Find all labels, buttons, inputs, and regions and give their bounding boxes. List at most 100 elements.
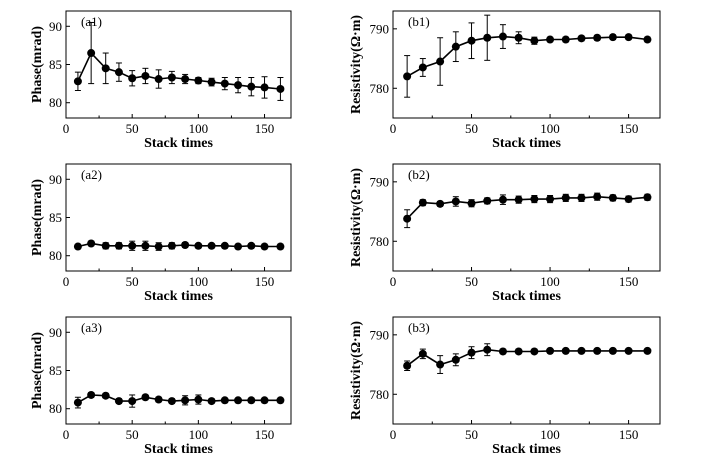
data-point-b2 bbox=[418, 198, 427, 207]
data-point-b2 bbox=[530, 195, 539, 204]
data-point-b1 bbox=[483, 33, 492, 42]
data-point-a2 bbox=[194, 241, 203, 250]
data-point-a1 bbox=[73, 77, 82, 86]
x-tick-label-a2: 50 bbox=[126, 274, 139, 289]
y-tick-label-a2: 90 bbox=[49, 172, 62, 187]
data-point-a1 bbox=[114, 68, 123, 77]
x-tick-label-a1: 100 bbox=[189, 121, 209, 136]
x-tick-label-a2: 100 bbox=[189, 274, 209, 289]
series-line-a2 bbox=[77, 242, 281, 248]
data-point-a3 bbox=[260, 396, 269, 405]
data-point-a1 bbox=[167, 73, 176, 82]
data-point-a3 bbox=[154, 395, 163, 404]
data-point-a1 bbox=[260, 83, 269, 92]
data-point-a3 bbox=[234, 396, 243, 405]
data-point-a2 bbox=[101, 241, 110, 250]
x-tick-label-a3: 150 bbox=[255, 427, 275, 442]
y-tick-label-a1: 90 bbox=[49, 19, 62, 34]
series-line-b1 bbox=[406, 35, 648, 78]
data-point-b2 bbox=[451, 197, 460, 206]
data-point-a3 bbox=[207, 397, 216, 406]
data-point-a2 bbox=[141, 241, 150, 250]
panel-a2: 0 50 100 150 80 85 90 Stack times Phase(mrad) (a2… bbox=[30, 163, 292, 304]
y-tick-label-a3: 90 bbox=[49, 325, 62, 340]
panel-a1: 0 50 100 150 80 85 90 Stack times Phase(mrad) (a1… bbox=[30, 10, 292, 151]
y-tick-label-b1: 780 bbox=[370, 81, 390, 96]
y-tick-label-b2: 790 bbox=[370, 174, 390, 189]
x-tick-label-a3: 0 bbox=[63, 427, 70, 442]
x-tick-label-b2: 150 bbox=[619, 274, 639, 289]
y-tick-label-a2: 85 bbox=[49, 210, 62, 225]
data-point-a1 bbox=[234, 81, 243, 90]
data-point-a3 bbox=[220, 396, 229, 405]
data-point-b2 bbox=[483, 196, 492, 205]
data-point-a2 bbox=[220, 241, 229, 250]
plot-frame-b2 bbox=[392, 163, 661, 272]
y-axis-label-b3: Resistivity(Ω·m) bbox=[349, 321, 364, 420]
panel-label-b3: (b3) bbox=[408, 320, 430, 335]
panel-label-b2: (b2) bbox=[408, 167, 430, 182]
data-point-b1 bbox=[530, 36, 539, 45]
panel-label-b1: (b1) bbox=[408, 14, 430, 29]
data-point-b3 bbox=[418, 349, 427, 358]
x-axis-label-a2: Stack times bbox=[144, 289, 213, 304]
data-point-a3 bbox=[247, 396, 256, 405]
data-point-a3 bbox=[73, 398, 82, 407]
y-tick-label-a3: 80 bbox=[49, 401, 62, 416]
y-axis-label-a2: Phase(mrad) bbox=[30, 179, 45, 256]
x-axis-label-b3: Stack times bbox=[492, 442, 561, 457]
panel-label-a3: (a3) bbox=[81, 320, 102, 335]
data-point-b1 bbox=[418, 63, 427, 72]
data-point-b2 bbox=[561, 193, 570, 202]
panel-b1: 0 50 100 150 780 790 Stack times Resistivity(Ω·… bbox=[349, 10, 661, 151]
x-tick-label-a3: 50 bbox=[126, 427, 139, 442]
data-point-a2 bbox=[234, 242, 243, 251]
x-tick-label-b3: 0 bbox=[390, 427, 397, 442]
x-axis-label-b1: Stack times bbox=[492, 136, 561, 151]
series-line-a3 bbox=[77, 394, 281, 404]
data-point-a1 bbox=[276, 84, 285, 93]
data-point-b3 bbox=[483, 345, 492, 354]
data-point-a2 bbox=[181, 241, 190, 250]
data-point-b2 bbox=[608, 193, 617, 202]
x-tick-label-b1: 100 bbox=[540, 121, 560, 136]
y-tick-label-b2: 780 bbox=[370, 234, 390, 249]
data-point-a2 bbox=[247, 241, 256, 250]
y-axis-label-b1: Resistivity(Ω·m) bbox=[349, 15, 364, 114]
data-point-b3 bbox=[561, 346, 570, 355]
data-point-a1 bbox=[141, 71, 150, 80]
data-point-b1 bbox=[451, 42, 460, 51]
x-tick-label-a2: 0 bbox=[63, 274, 70, 289]
data-point-b1 bbox=[577, 34, 586, 43]
data-point-a2 bbox=[114, 241, 123, 250]
y-tick-label-b3: 780 bbox=[370, 387, 390, 402]
data-point-b1 bbox=[498, 32, 507, 41]
data-point-a2 bbox=[276, 242, 285, 251]
x-axis-label-a1: Stack times bbox=[144, 136, 213, 151]
data-point-b2 bbox=[593, 192, 602, 201]
data-point-a2 bbox=[207, 241, 216, 250]
data-point-b1 bbox=[643, 35, 652, 44]
x-tick-label-b1: 0 bbox=[390, 121, 397, 136]
y-tick-label-b3: 790 bbox=[370, 327, 390, 342]
data-point-b3 bbox=[514, 347, 523, 356]
series-line-a1 bbox=[77, 51, 281, 90]
data-point-a2 bbox=[73, 242, 82, 251]
y-axis-label-a1: Phase(mrad) bbox=[30, 26, 45, 103]
x-tick-label-a1: 150 bbox=[255, 121, 275, 136]
data-point-a2 bbox=[260, 242, 269, 251]
data-point-b2 bbox=[577, 193, 586, 202]
x-tick-label-b1: 50 bbox=[465, 121, 478, 136]
data-point-b3 bbox=[577, 346, 586, 355]
y-tick-label-a3: 85 bbox=[49, 363, 62, 378]
data-point-a1 bbox=[207, 78, 216, 87]
panel-label-a2: (a2) bbox=[81, 167, 102, 182]
x-tick-label-a1: 50 bbox=[126, 121, 139, 136]
data-point-b2 bbox=[467, 199, 476, 208]
x-tick-label-a2: 150 bbox=[255, 274, 275, 289]
data-point-a3 bbox=[167, 397, 176, 406]
data-point-a1 bbox=[194, 76, 203, 85]
y-tick-label-b1: 790 bbox=[370, 21, 390, 36]
data-point-b1 bbox=[561, 35, 570, 44]
